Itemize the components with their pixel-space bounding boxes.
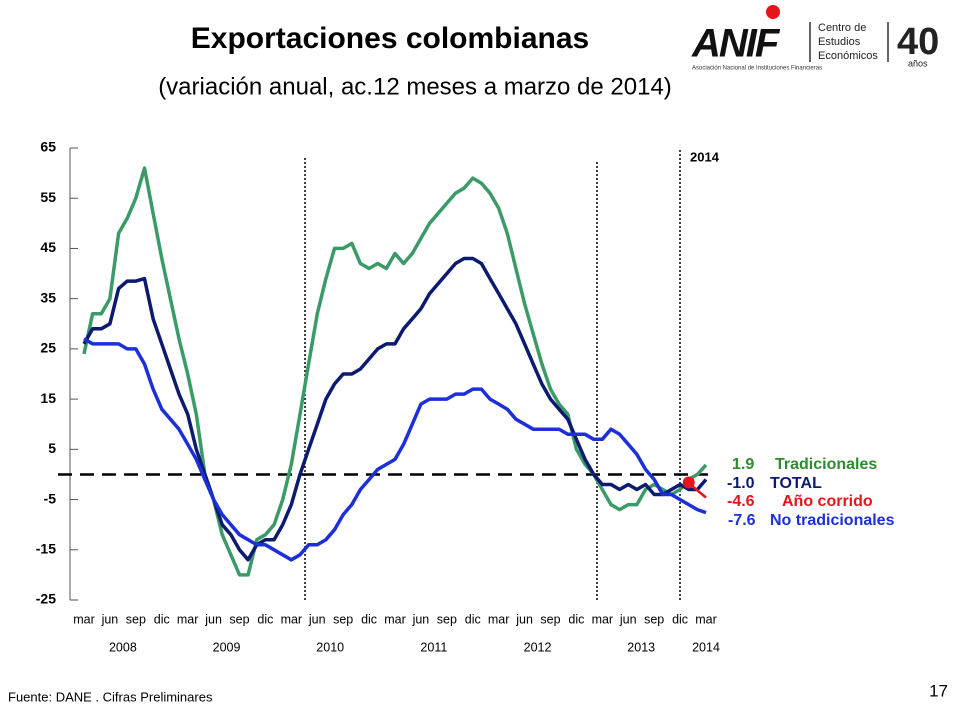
logo-anniversary-sub: años	[908, 58, 928, 68]
legend-label: TOTAL	[770, 475, 822, 492]
x-tick-label: sep	[437, 612, 457, 626]
y-tick-label: -5	[44, 490, 57, 506]
x-tick-label: jun	[204, 612, 222, 626]
y-tick-label: 55	[40, 189, 56, 205]
x-tick-label: jun	[308, 612, 326, 626]
year-label: 2014	[692, 640, 720, 654]
end-value-label: -4.6	[727, 493, 755, 510]
x-tick-label: dic	[361, 612, 377, 626]
year-label: 2013	[627, 640, 655, 654]
year-label: 2011	[420, 640, 447, 654]
x-tick-label: jun	[101, 612, 119, 626]
end-value-label: -7.6	[728, 512, 756, 529]
x-tick-label: mar	[73, 612, 95, 626]
series-line	[82, 166, 708, 577]
x-tick-label: dic	[465, 612, 481, 626]
logo-anniversary: 40	[897, 21, 939, 63]
logo-brand: ANIF	[691, 22, 781, 66]
x-tick-label: jun	[412, 612, 430, 626]
x-tick-label: dic	[257, 612, 273, 626]
logo-center-line: Centro de	[818, 22, 866, 34]
x-tick-label: mar	[177, 612, 199, 626]
y-tick-label: 35	[40, 289, 56, 305]
x-tick-label: mar	[281, 612, 303, 626]
y-tick-label: 5	[48, 440, 56, 456]
x-tick-label: jun	[515, 612, 533, 626]
x-tick-label: sep	[333, 612, 353, 626]
series-marker	[682, 476, 695, 489]
series-line	[82, 256, 708, 562]
legend-label: Tradicionales	[775, 456, 877, 473]
x-tick-label: sep	[126, 612, 146, 626]
logo-tagline: Asociación Nacional de Instituciones Fin…	[692, 66, 822, 72]
x-tick-label: dic	[154, 612, 170, 626]
y-tick-label: 65	[40, 139, 56, 155]
y-tick-label: 45	[40, 239, 56, 255]
x-tick-label: sep	[229, 612, 249, 626]
y-tick-label: 15	[40, 390, 56, 406]
series-line	[83, 337, 707, 562]
source: Fuente: DANE . Cifras Preliminares	[8, 689, 213, 704]
y-tick-label: 25	[40, 340, 56, 356]
annotation: 2014	[690, 149, 720, 164]
x-tick-label: mar	[384, 612, 406, 626]
x-tick-label: dic	[568, 612, 584, 626]
logo-dot	[766, 5, 780, 19]
year-label: 2008	[109, 640, 137, 654]
y-tick-label: -15	[36, 540, 56, 556]
x-tick-label: dic	[672, 612, 688, 626]
y-tick-label: -25	[36, 591, 56, 607]
page-number: 17	[929, 681, 948, 700]
end-value-label: -1.0	[727, 475, 755, 492]
x-tick-label: mar	[592, 612, 614, 626]
x-tick-label: mar	[488, 612, 510, 626]
legend-label: Año corrido	[782, 493, 873, 510]
x-tick-label: sep	[644, 612, 664, 626]
logo-center-line: Estudios	[818, 36, 861, 48]
logo-center-line: Económicos	[818, 50, 878, 62]
year-label: 2010	[316, 640, 344, 654]
chart-subtitle: (variación anual, ac.12 meses a marzo de…	[158, 73, 672, 100]
legend-label: No tradicionales	[770, 512, 895, 529]
year-label: 2009	[213, 640, 241, 654]
x-tick-label: sep	[540, 612, 560, 626]
year-label: 2012	[524, 640, 552, 654]
x-tick-label: jun	[619, 612, 637, 626]
logo: ANIF Asociación Nacional de Institucione…	[691, 5, 939, 72]
chart-title: Exportaciones colombianas	[191, 22, 589, 55]
end-value-label: 1.9	[732, 456, 754, 473]
x-tick-label: mar	[695, 612, 717, 626]
